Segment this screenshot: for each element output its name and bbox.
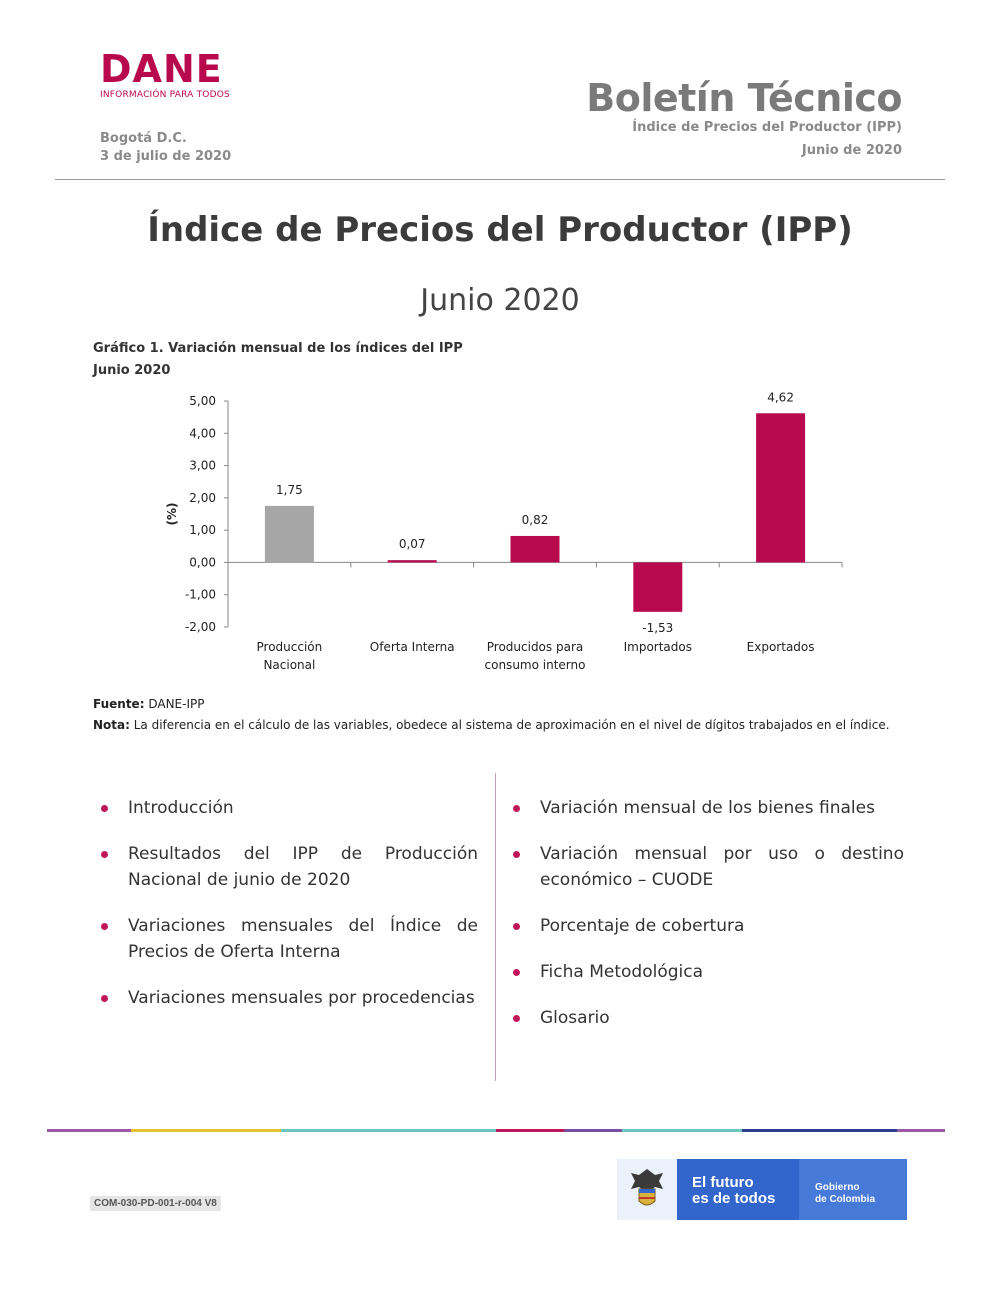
bulletin-subtitle: Índice de Precios del Productor (IPP) bbox=[632, 120, 902, 135]
dane-logo-tagline: INFORMACIÓN PARA TODOS bbox=[100, 90, 230, 100]
contents-left-list: Introducción Resultados del IPP de Produc… bbox=[101, 795, 478, 1011]
y-tick-label: 2,00 bbox=[189, 491, 216, 505]
data-label: 0,07 bbox=[399, 537, 426, 551]
contents-left: Introducción Resultados del IPP de Produc… bbox=[101, 795, 478, 1031]
stripe-segment bbox=[496, 1129, 564, 1132]
contents-right-item: Variación mensual de los bienes finales bbox=[513, 795, 904, 821]
chart-caption-period: Junio 2020 bbox=[93, 363, 171, 378]
data-label: 4,62 bbox=[767, 390, 794, 404]
bar bbox=[633, 562, 683, 612]
government-label: Gobierno de Colombia bbox=[799, 1159, 907, 1220]
footer-color-stripe bbox=[47, 1129, 945, 1132]
y-tick-label: 0,00 bbox=[189, 555, 216, 569]
chart-caption: Gráfico 1. Variación mensual de los índi… bbox=[93, 338, 463, 382]
dane-logo: DANE INFORMACIÓN PARA TODOS bbox=[100, 50, 250, 100]
x-tick-label: Producción bbox=[257, 640, 323, 654]
y-tick-label: 4,00 bbox=[189, 426, 216, 440]
header-divider bbox=[55, 179, 945, 180]
government-line-1: Gobierno bbox=[815, 1182, 860, 1193]
data-label: 1,75 bbox=[276, 483, 303, 497]
x-tick-label: Oferta Interna bbox=[370, 640, 455, 654]
government-line-2: de Colombia bbox=[815, 1194, 876, 1205]
y-tick-label: 1,00 bbox=[189, 523, 216, 537]
note-text: La diferencia en el cálculo de las varia… bbox=[133, 718, 890, 732]
contents-right-item: Variación mensual por uso o destino econ… bbox=[513, 841, 904, 893]
x-tick-label: Nacional bbox=[263, 658, 315, 672]
page-title: Índice de Precios del Productor (IPP) bbox=[147, 210, 853, 250]
contents-left-item: Resultados del IPP de Producción Naciona… bbox=[101, 841, 478, 893]
y-tick-label: -1,00 bbox=[185, 588, 216, 602]
bar bbox=[756, 413, 806, 563]
note-line: Nota: La diferencia en el cálculo de las… bbox=[93, 715, 913, 736]
source-label: Fuente: bbox=[93, 697, 145, 711]
chart-caption-title: Gráfico 1. Variación mensual de los índi… bbox=[93, 341, 463, 356]
dane-logo-word: DANE bbox=[100, 47, 223, 91]
x-tick-label: consumo interno bbox=[485, 658, 586, 672]
contents-left-item: Introducción bbox=[101, 795, 478, 821]
contents-right: Variación mensual de los bienes finales V… bbox=[513, 795, 904, 1051]
chart-source: Fuente: DANE-IPP Nota: La diferencia en … bbox=[93, 694, 913, 736]
y-axis-label: (%) bbox=[165, 503, 179, 526]
location-date: Bogotá D.C. 3 de julio de 2020 bbox=[100, 130, 231, 166]
y-tick-label: -2,00 bbox=[185, 620, 216, 634]
contents-right-item: Porcentaje de cobertura bbox=[513, 913, 904, 939]
contents-right-list: Variación mensual de los bienes finales V… bbox=[513, 795, 904, 1031]
y-tick-label: 3,00 bbox=[189, 459, 216, 473]
slogan-line-1: El futuro bbox=[692, 1174, 754, 1191]
bar-chart: 5,00 4,00 3,00 2,00 1,00 0,00 -1,00 -2,00 (%) 1,7… bbox=[165, 390, 843, 672]
government-banner: El futuro es de todos Gobierno de Colomb… bbox=[617, 1159, 907, 1220]
source-line: Fuente: DANE-IPP bbox=[93, 694, 913, 715]
document-code: COM-030-PD-001-r-004 V8 bbox=[90, 1196, 221, 1211]
x-tick-label: Importados bbox=[624, 640, 692, 654]
bar bbox=[264, 505, 314, 563]
bar bbox=[387, 560, 437, 563]
page-subtitle: Junio 2020 bbox=[420, 283, 580, 318]
contents-right-item: Ficha Metodológica bbox=[513, 959, 904, 985]
city: Bogotá D.C. bbox=[100, 131, 187, 146]
stripe-segment bbox=[897, 1129, 945, 1132]
data-label: -1,53 bbox=[642, 621, 673, 635]
bar bbox=[510, 535, 560, 563]
contents-right-item: Glosario bbox=[513, 1005, 904, 1031]
stripe-segment bbox=[281, 1129, 496, 1132]
contents-left-item: Variaciones mensuales por procedencias bbox=[101, 985, 478, 1011]
stripe-segment bbox=[564, 1129, 622, 1132]
slogan: El futuro es de todos bbox=[677, 1159, 799, 1220]
contents-left-item: Variaciones mensuales del Índice de Prec… bbox=[101, 913, 478, 965]
stripe-segment bbox=[131, 1129, 281, 1132]
x-tick-label: Exportados bbox=[747, 640, 815, 654]
bulletin-period: Junio de 2020 bbox=[801, 143, 902, 158]
stripe-segment bbox=[622, 1129, 742, 1132]
y-tick-label: 5,00 bbox=[189, 394, 216, 408]
note-label: Nota: bbox=[93, 718, 130, 732]
publication-date: 3 de julio de 2020 bbox=[100, 149, 232, 164]
x-tick-label: Producidos para bbox=[487, 640, 583, 654]
data-label: 0,82 bbox=[522, 513, 549, 527]
slogan-line-2: es de todos bbox=[692, 1190, 776, 1207]
contents-divider bbox=[495, 773, 496, 1081]
stripe-segment bbox=[47, 1129, 131, 1132]
stripe-segment bbox=[742, 1129, 897, 1132]
source-text: DANE-IPP bbox=[148, 697, 205, 711]
bulletin-title: Boletín Técnico bbox=[586, 76, 902, 120]
coat-of-arms-icon bbox=[617, 1159, 677, 1220]
